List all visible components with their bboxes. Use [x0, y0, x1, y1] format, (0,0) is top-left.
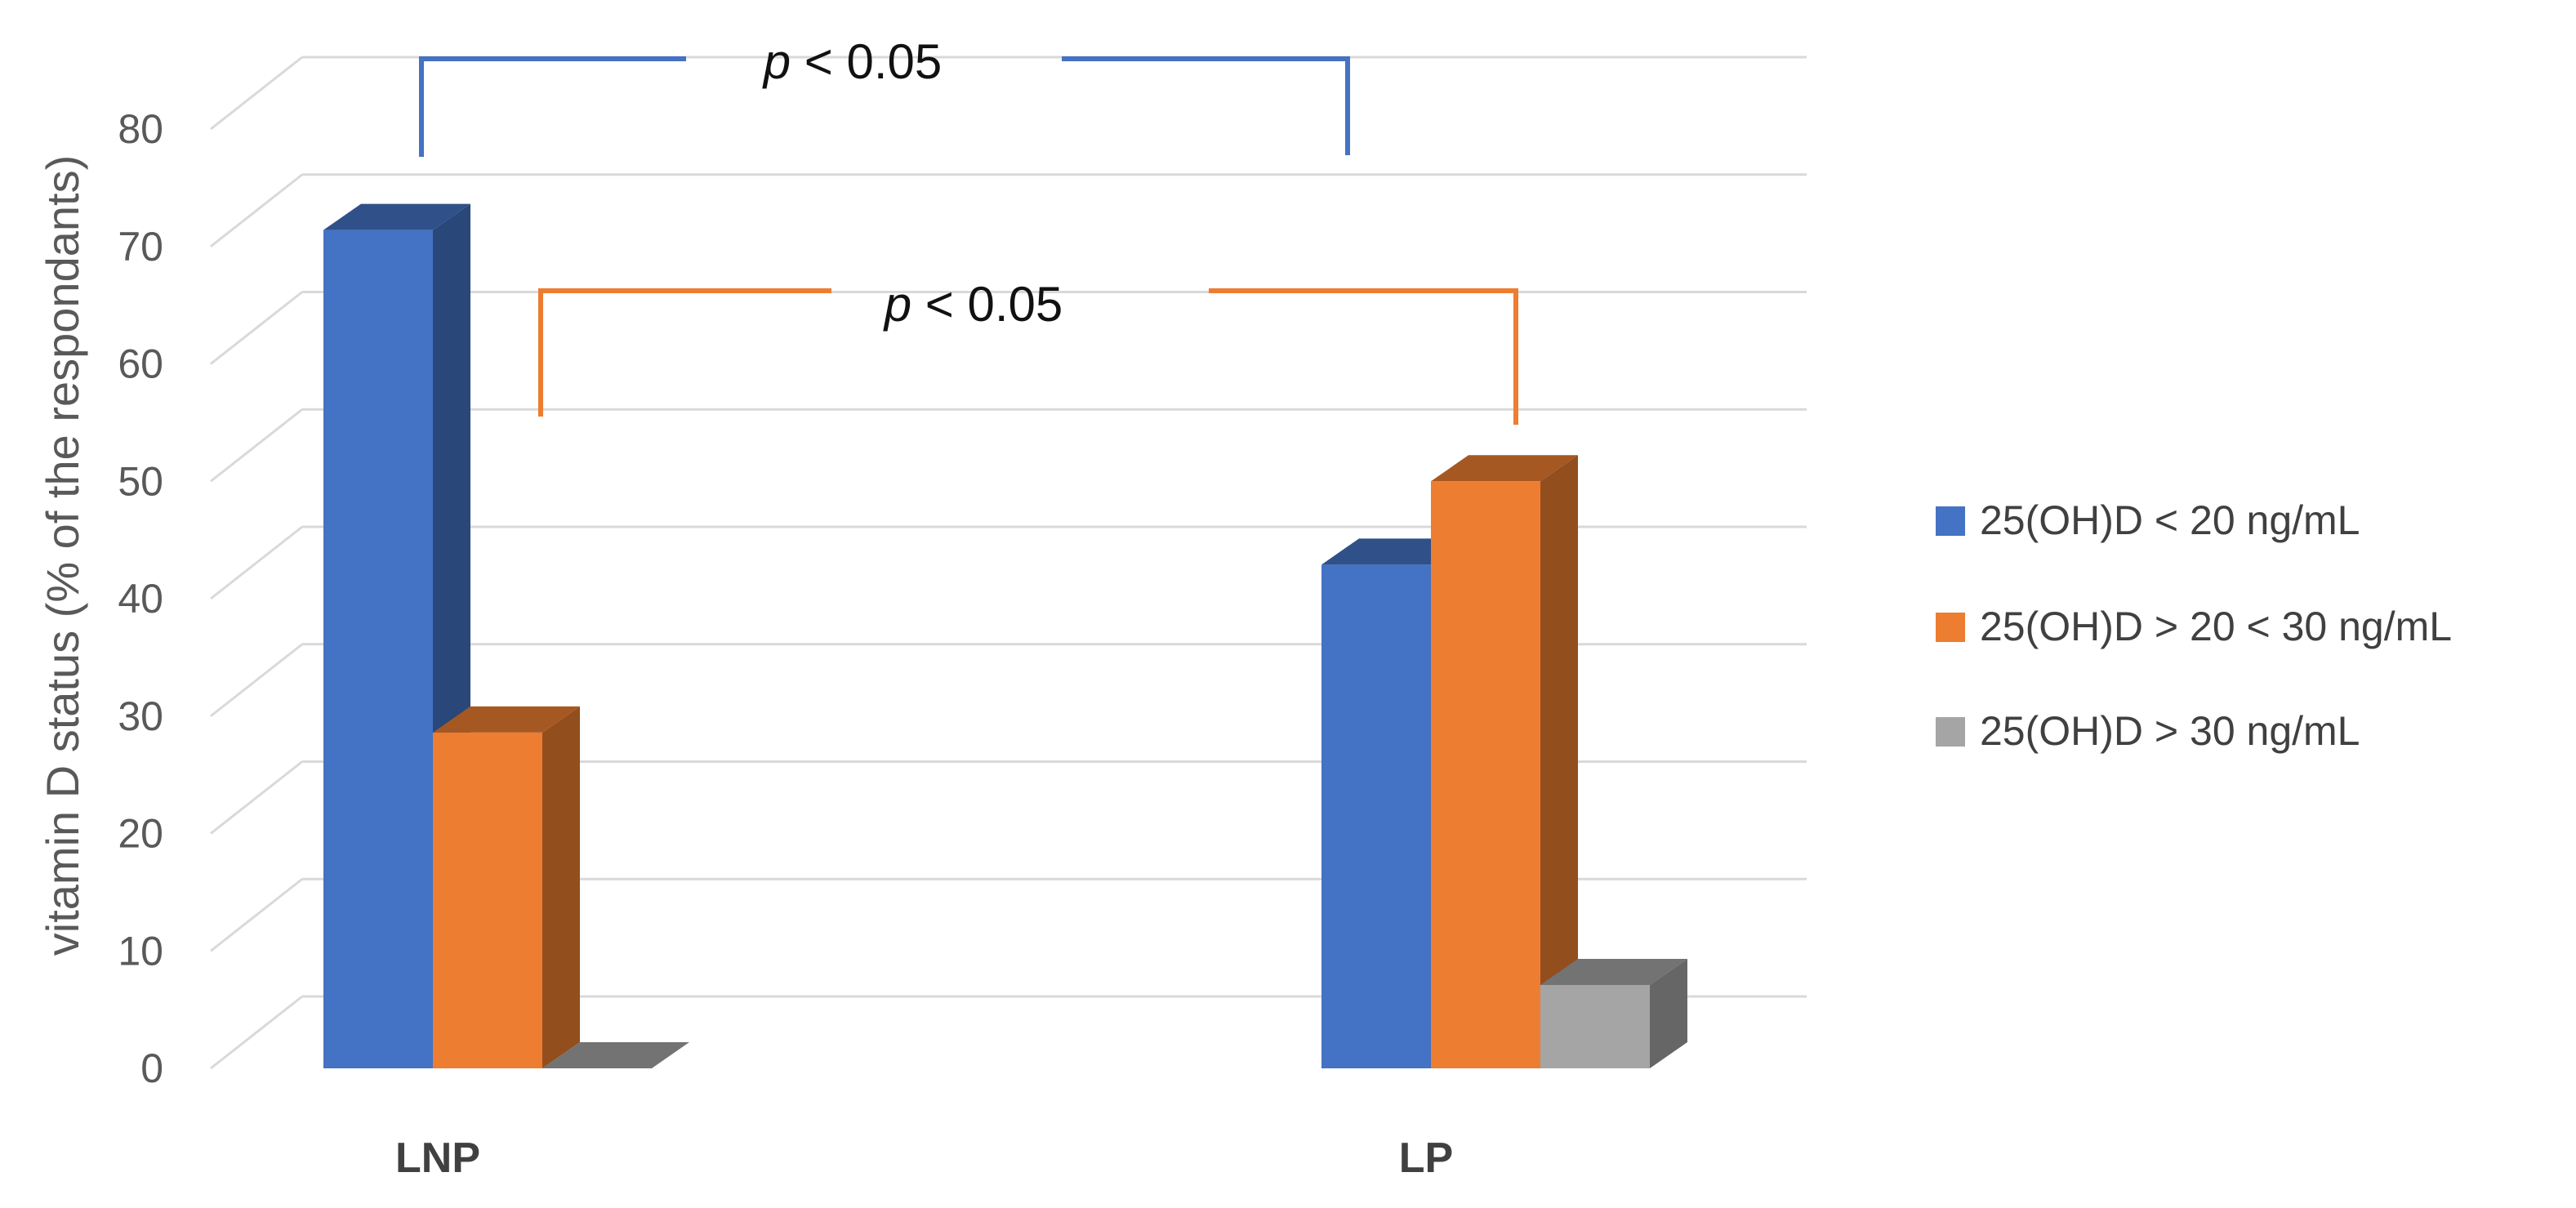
y-tick-label: 50	[118, 458, 163, 504]
bars	[323, 203, 1687, 1068]
y-tick-label: 60	[118, 341, 163, 387]
legend-label: 25(OH)D < 20 ng/mL	[1980, 497, 2360, 543]
p-value-label: p < 0.05	[762, 34, 943, 89]
y-tick-label: 20	[118, 811, 163, 857]
category-label-lnp: LNP	[395, 1134, 480, 1182]
category-labels: LNP LP	[395, 1134, 1453, 1182]
bar-lp-series-3	[1540, 958, 1687, 1068]
legend-label: 25(OH)D > 20 < 30 ng/mL	[1980, 604, 2452, 649]
legend-label: 25(OH)D > 30 ng/mL	[1980, 708, 2360, 754]
y-tick-label: 30	[118, 693, 163, 739]
bar-lp-series-2	[1431, 455, 1578, 1068]
bar-lnp-series-3	[542, 1042, 689, 1068]
significance-bracket-2: p < 0.05	[538, 277, 1518, 425]
gridline-diagonal	[210, 56, 303, 131]
p-value-label: p < 0.05	[883, 277, 1063, 332]
legend-swatch	[1936, 506, 1965, 536]
legend-item-3: 25(OH)D > 30 ng/mL	[1936, 708, 2360, 754]
legend: 25(OH)D < 20 ng/mL 25(OH)D > 20 < 30 ng/m…	[1936, 497, 2452, 754]
y-tick-label: 70	[118, 224, 163, 270]
y-tick-label: 0	[140, 1045, 163, 1091]
legend-item-1: 25(OH)D < 20 ng/mL	[1936, 497, 2360, 543]
legend-item-2: 25(OH)D > 20 < 30 ng/mL	[1936, 604, 2452, 649]
y-axis-label: vitamin D status (% of the respondants)	[37, 155, 88, 956]
bar-lnp-series-1	[323, 203, 470, 1068]
legend-swatch	[1936, 613, 1965, 642]
y-axis-ticks: 0 10 20 30 40 50 60 70 80	[118, 106, 163, 1091]
gridline-diagonal	[210, 995, 303, 1070]
gridline-diagonal	[210, 408, 303, 483]
y-tick-label: 10	[118, 928, 163, 974]
gridline-diagonal	[210, 173, 303, 247]
gridline-diagonal	[210, 525, 303, 600]
y-tick-label: 80	[118, 106, 163, 152]
significance-bracket-1: p < 0.05	[419, 34, 1350, 157]
gridline-diagonal	[210, 291, 303, 365]
gridline-diagonal	[210, 643, 303, 717]
legend-swatch	[1936, 717, 1965, 747]
category-label-lp: LP	[1399, 1134, 1453, 1182]
bar-lnp-series-2	[433, 706, 580, 1068]
gridline-diagonal	[210, 878, 303, 952]
gridline-diagonal	[210, 760, 303, 835]
significance-annotations: p < 0.05 p < 0.05	[419, 34, 1518, 425]
y-tick-label: 40	[118, 576, 163, 622]
